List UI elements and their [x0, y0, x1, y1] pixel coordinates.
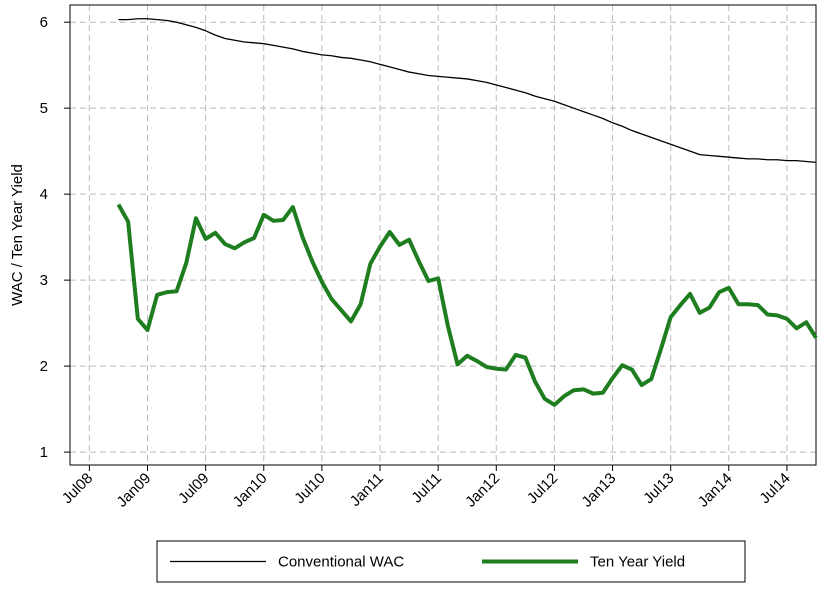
x-tick-label: Jul08 — [59, 470, 96, 507]
y-tick-label: 6 — [40, 14, 48, 31]
x-tick-label: Jan09 — [113, 470, 154, 511]
x-tick-label: Jul11 — [408, 470, 445, 507]
x-tick-label: Jan13 — [578, 470, 619, 511]
legend-label: Ten Year Yield — [590, 554, 685, 571]
x-tick-label: Jul12 — [524, 470, 561, 507]
series-line — [116, 203, 818, 407]
series-line — [118, 18, 817, 163]
y-axis-label: WAC / Ten Year Yield — [9, 164, 26, 306]
y-tick-label: 4 — [40, 186, 48, 203]
x-tick-label: Jul09 — [175, 470, 212, 507]
x-tick-label: Jan12 — [462, 470, 503, 511]
y-tick-label: 2 — [40, 358, 48, 375]
x-tick-label: Jan14 — [695, 470, 736, 511]
x-tick-label: Jul13 — [640, 470, 677, 507]
x-tick-label: Jan10 — [230, 470, 271, 511]
x-tick-label: Jan11 — [347, 470, 387, 510]
legend-box — [156, 540, 746, 583]
y-tick-label: 1 — [40, 444, 48, 461]
x-tick-label: Jul14 — [756, 470, 793, 507]
plot-frame — [69, 4, 817, 466]
x-tick-label: Jul10 — [291, 470, 328, 507]
y-tick-label: 5 — [40, 100, 48, 117]
y-tick-label: 3 — [40, 272, 48, 289]
legend-label: Conventional WAC — [278, 554, 404, 571]
